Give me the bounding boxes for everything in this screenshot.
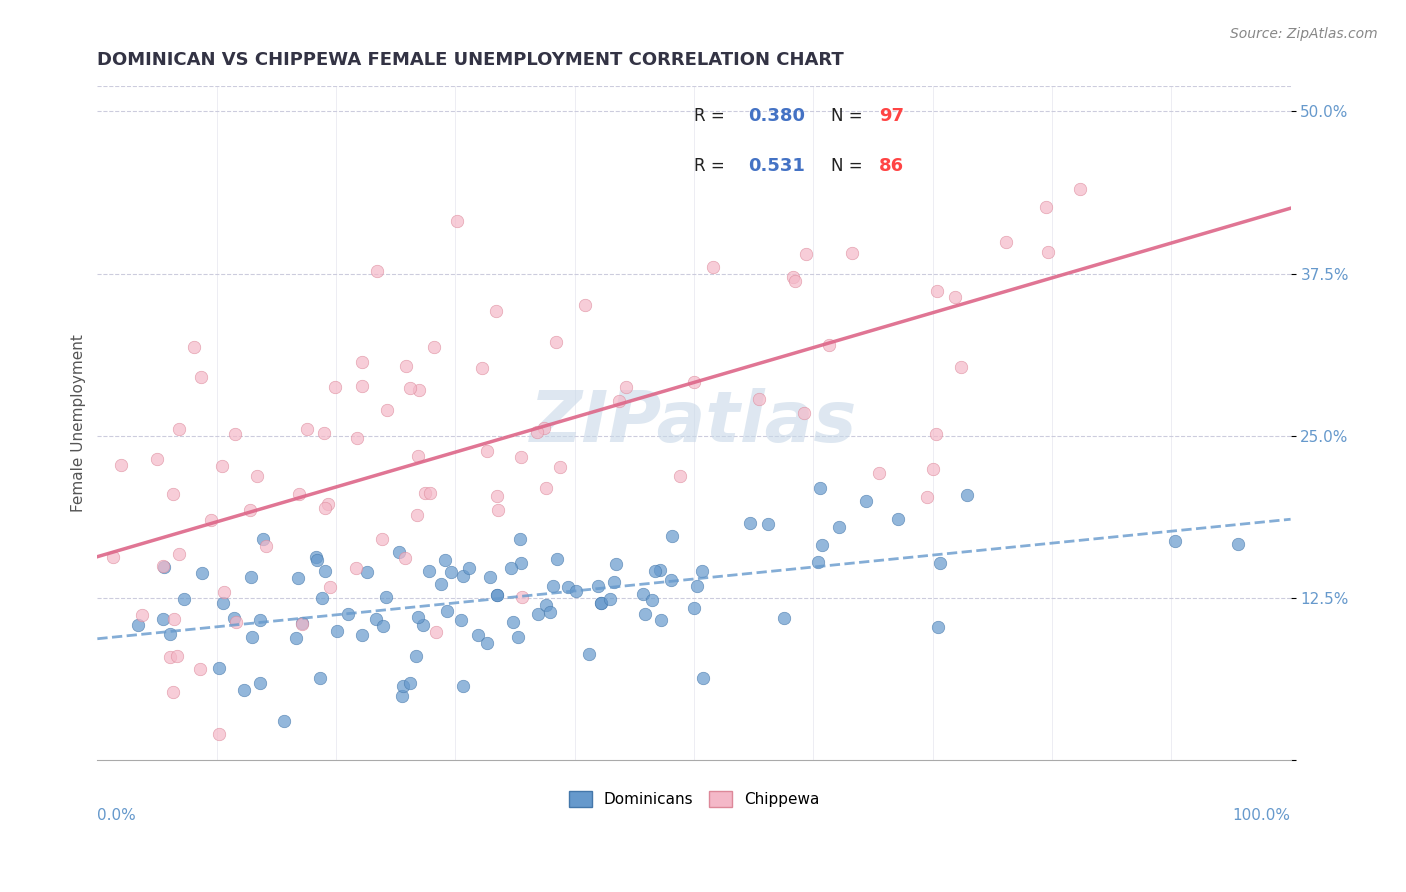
Text: 86: 86 (879, 158, 904, 176)
Text: R =: R = (695, 158, 730, 176)
Text: Source: ZipAtlas.com: Source: ZipAtlas.com (1230, 27, 1378, 41)
Text: ZIPatlas: ZIPatlas (530, 388, 858, 458)
Text: 0.380: 0.380 (748, 107, 804, 125)
Legend: Dominicans, Chippewa: Dominicans, Chippewa (562, 785, 825, 814)
Text: 97: 97 (879, 107, 904, 125)
Text: 0.531: 0.531 (748, 158, 804, 176)
Y-axis label: Female Unemployment: Female Unemployment (72, 334, 86, 512)
Text: N =: N = (831, 107, 868, 125)
Text: 0.0%: 0.0% (97, 807, 136, 822)
Text: N =: N = (831, 158, 868, 176)
Text: 100.0%: 100.0% (1233, 807, 1291, 822)
Text: R =: R = (695, 107, 730, 125)
Text: DOMINICAN VS CHIPPEWA FEMALE UNEMPLOYMENT CORRELATION CHART: DOMINICAN VS CHIPPEWA FEMALE UNEMPLOYMEN… (97, 51, 844, 69)
